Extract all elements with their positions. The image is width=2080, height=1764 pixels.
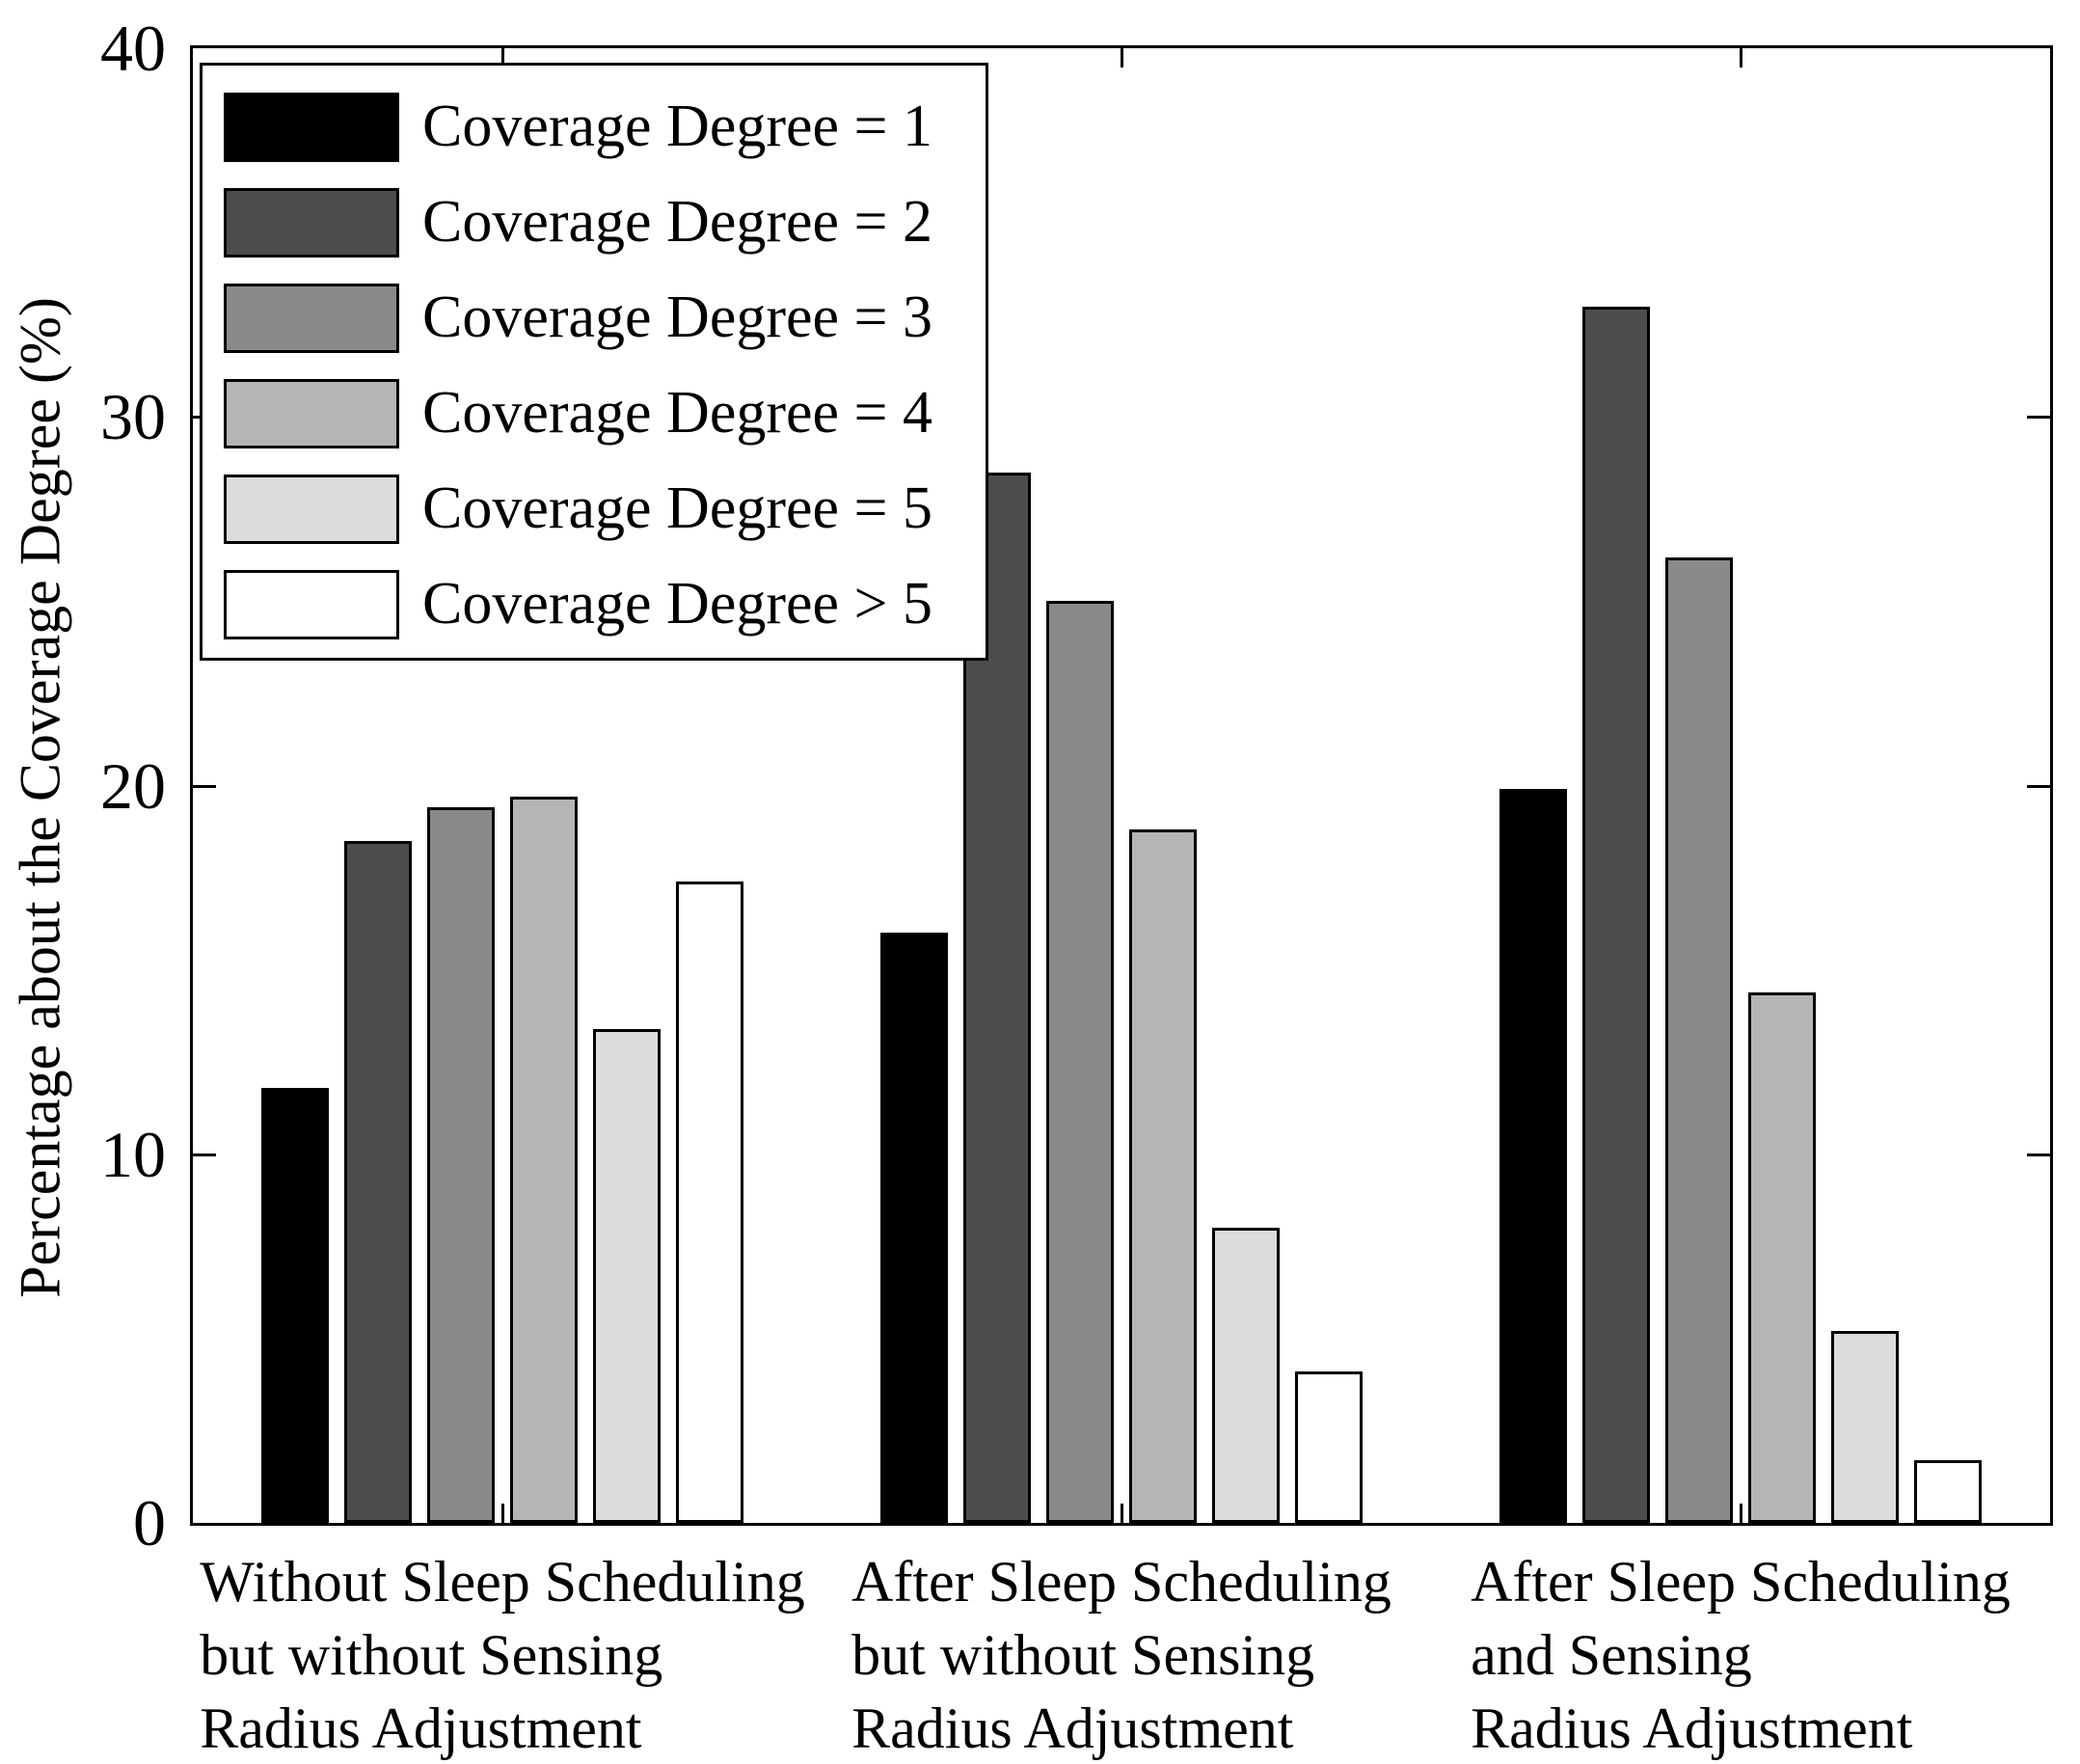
y-tick-mark-right	[2027, 785, 2050, 788]
x-category-label-line: and Sensing	[1471, 1623, 1752, 1687]
legend-label: Coverage Degree = 3	[422, 285, 932, 350]
y-tick-mark-right	[2027, 416, 2050, 419]
x-category-label: After Sleep Scheduling and Sensing Radius …	[1471, 1545, 2011, 1764]
legend-row: Coverage Degree = 4	[203, 366, 986, 461]
x-category-label-line: Radius Adjustment	[200, 1696, 642, 1760]
bar-group	[1499, 307, 1982, 1523]
bar	[1914, 1460, 1982, 1523]
bar	[1831, 1331, 1899, 1523]
legend-row: Coverage Degree = 5	[203, 461, 986, 556]
legend-label: Coverage Degree > 5	[422, 571, 932, 637]
y-tick-label: 40	[100, 12, 166, 85]
y-tick-label: 30	[100, 380, 166, 453]
x-category-label: After Sleep Scheduling but without Sensin…	[851, 1545, 1391, 1764]
legend-swatch	[224, 187, 399, 258]
bar	[1748, 992, 1816, 1523]
y-tick-mark-left	[193, 785, 216, 788]
x-tick-mark-bottom	[1740, 1504, 1742, 1523]
bar	[880, 933, 948, 1523]
bar	[1582, 307, 1650, 1523]
x-category-label-line: but without Sensing	[200, 1623, 663, 1687]
legend-label: Coverage Degree = 4	[422, 380, 932, 446]
bar	[1499, 789, 1567, 1523]
legend-row: Coverage Degree = 3	[203, 270, 986, 366]
legend-row: Coverage Degree > 5	[203, 556, 986, 652]
x-category-label: Without Sleep Scheduling but without Sens…	[200, 1545, 805, 1764]
x-tick-mark-bottom	[1121, 1504, 1123, 1523]
legend-row: Coverage Degree = 2	[203, 175, 986, 270]
y-tick-mark-left	[193, 1153, 216, 1156]
y-tick-label: 0	[133, 1486, 166, 1560]
x-tick-mark-top	[1740, 48, 1742, 68]
bar	[1046, 601, 1114, 1523]
bar	[510, 797, 578, 1523]
legend-label: Coverage Degree = 5	[422, 475, 932, 541]
bar-group	[880, 473, 1363, 1523]
bar	[261, 1088, 329, 1523]
legend-swatch	[224, 92, 399, 162]
x-category-label-line: After Sleep Scheduling	[851, 1550, 1391, 1614]
bar	[1212, 1228, 1280, 1523]
legend-swatch	[224, 474, 399, 544]
legend-swatch	[224, 378, 399, 448]
bar	[593, 1029, 661, 1523]
x-tick-mark-top	[501, 48, 504, 68]
bar	[427, 807, 495, 1523]
x-category-label-line: Radius Adjustment	[1471, 1696, 1913, 1760]
x-category-label-line: but without Sensing	[851, 1623, 1315, 1687]
bar	[1129, 829, 1197, 1523]
legend-row: Coverage Degree = 1	[203, 79, 986, 175]
x-category-label-line: Radius Adjustment	[851, 1696, 1294, 1760]
x-category-label-line: Without Sleep Scheduling	[200, 1550, 805, 1614]
y-tick-label: 10	[100, 1118, 166, 1191]
x-tick-mark-bottom	[501, 1504, 504, 1523]
plot-area	[190, 45, 2053, 1526]
bar	[344, 841, 412, 1523]
y-tick-mark-right	[2027, 1153, 2050, 1156]
legend-label: Coverage Degree = 2	[422, 189, 932, 255]
x-category-label-line: After Sleep Scheduling	[1471, 1550, 2011, 1614]
legend-swatch	[224, 283, 399, 353]
x-tick-mark-top	[1121, 48, 1123, 68]
bar	[1295, 1371, 1363, 1523]
legend-swatch	[224, 569, 399, 639]
legend-label: Coverage Degree = 1	[422, 94, 932, 159]
bar-group	[261, 797, 743, 1523]
legend: Coverage Degree = 1 Coverage Degree = 2 Co…	[200, 63, 988, 661]
bar	[1665, 557, 1733, 1523]
y-tick-label: 20	[100, 749, 166, 823]
bar	[676, 882, 743, 1523]
